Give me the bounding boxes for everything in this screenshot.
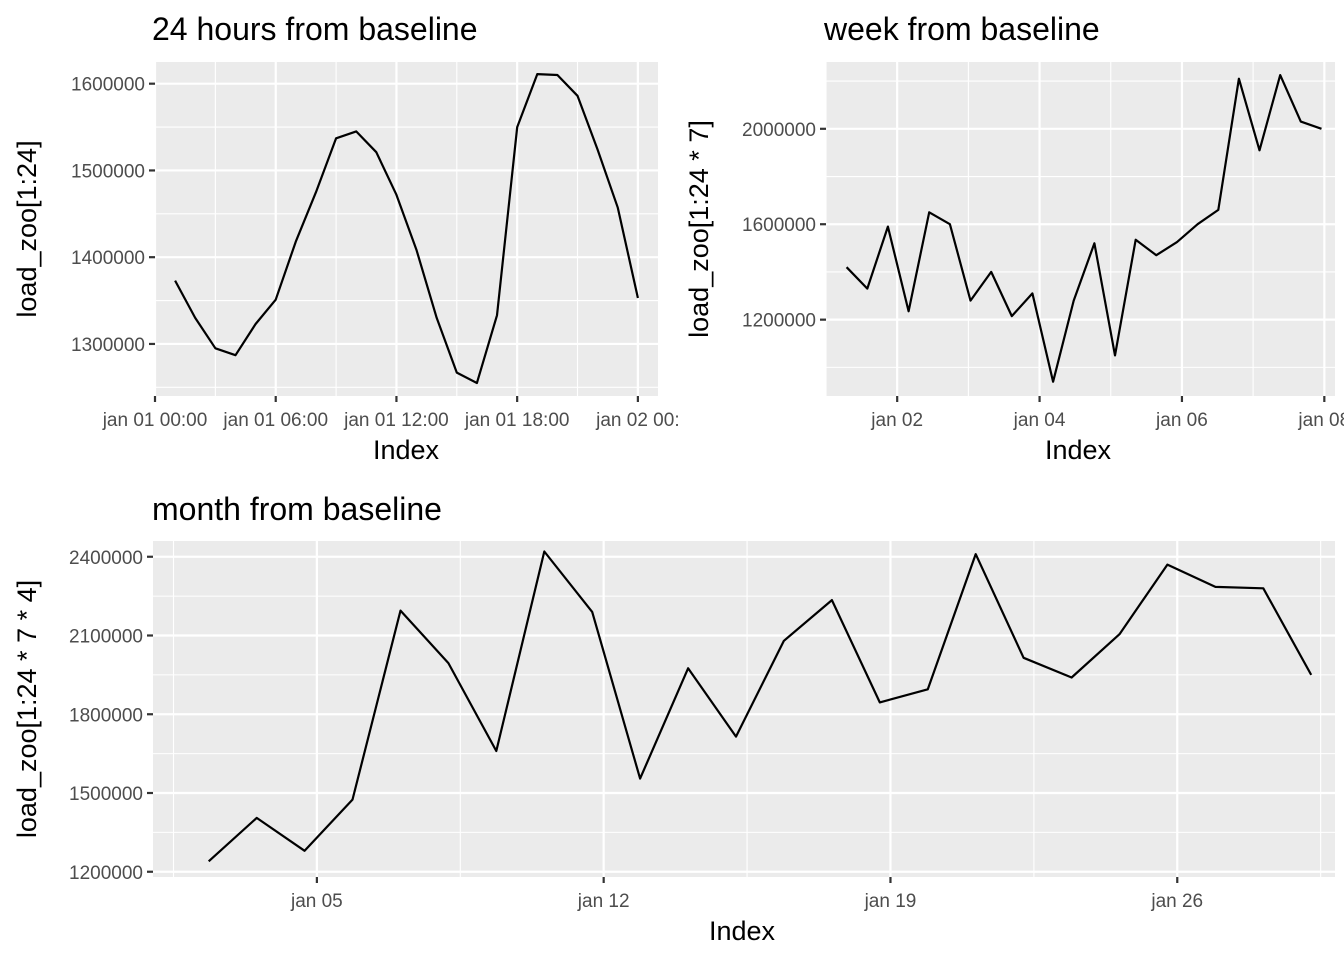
series-24-hours [174, 72, 639, 385]
y-tick-label: 1200000 [69, 863, 143, 884]
y-tick-label: 2100000 [69, 627, 143, 648]
axis-ticks-month: 1200000 1500000 1800000 2100000 2400000 jan 0… [69, 548, 1203, 912]
x-tick-label: jan 02 00: [595, 410, 679, 431]
chart-month: 1200000 1500000 1800000 2100000 2400000 jan 0… [12, 491, 1335, 946]
y-tick-label: 1500000 [69, 784, 143, 805]
y-tick-label: 1200000 [742, 311, 816, 332]
series-month [207, 550, 1313, 863]
x-tick-label: jan 02 [870, 410, 923, 431]
gridlines-month [153, 541, 1335, 877]
plot-panel-week [826, 62, 1335, 396]
plot-panel-24-hours [155, 62, 658, 396]
gridlines-week [825, 62, 1335, 396]
x-tick-label: jan 01 00:00 [102, 410, 208, 431]
x-tick-label: jan 19 [864, 891, 917, 912]
y-axis-title-24-hours: load_zoo[1:24] [12, 140, 42, 317]
chart-week: 1200000 1600000 2000000 jan 02 jan 04 jan 06 j… [684, 11, 1344, 465]
x-axis-title-24-hours: Index [373, 435, 440, 465]
x-tick-label: jan 01 18:00 [464, 410, 570, 431]
series-week [845, 73, 1322, 383]
x-tick-label: jan 01 12:00 [343, 410, 449, 431]
x-tick-label: jan 04 [1013, 410, 1066, 431]
series-line [174, 72, 639, 385]
y-axis-title-week: load_zoo[1:24 * 7] [684, 120, 714, 338]
x-tick-label: jan 08 [1297, 410, 1344, 431]
y-tick-label: 1500000 [71, 161, 145, 182]
x-tick-label: jan 05 [290, 891, 343, 912]
x-axis-title-month: Index [709, 916, 776, 946]
x-tick-label: jan 26 [1150, 891, 1203, 912]
chart-24-hours: 1300000 1400000 1500000 1600000 jan 01 00:00… [12, 11, 680, 465]
x-tick-label: jan 01 06:00 [222, 410, 328, 431]
y-tick-label: 1300000 [71, 335, 145, 356]
gridlines-24-hours [153, 62, 658, 396]
y-tick-label: 1600000 [71, 75, 145, 96]
y-tick-label: 2000000 [742, 120, 816, 141]
chart-title-month: month from baseline [152, 491, 442, 527]
y-tick-label: 1600000 [742, 215, 816, 236]
axis-ticks-24-hours: 1300000 1400000 1500000 1600000 jan 01 00:00… [71, 75, 680, 431]
chart-title-24-hours: 24 hours from baseline [152, 11, 478, 47]
x-axis-title-week: Index [1045, 435, 1112, 465]
plot-panel-month [153, 541, 1335, 877]
chart-title-week: week from baseline [823, 11, 1100, 47]
y-axis-title-month: load_zoo[1:24 * 7 * 4] [12, 580, 42, 838]
axis-ticks-week: 1200000 1600000 2000000 jan 02 jan 04 jan 06 j… [742, 120, 1344, 431]
series-line [207, 550, 1313, 863]
x-tick-label: jan 06 [1155, 410, 1208, 431]
x-tick-label: jan 12 [577, 891, 630, 912]
y-tick-label: 1800000 [69, 705, 143, 726]
y-tick-label: 1400000 [71, 248, 145, 269]
y-tick-label: 2400000 [69, 548, 143, 569]
series-line [845, 73, 1322, 383]
